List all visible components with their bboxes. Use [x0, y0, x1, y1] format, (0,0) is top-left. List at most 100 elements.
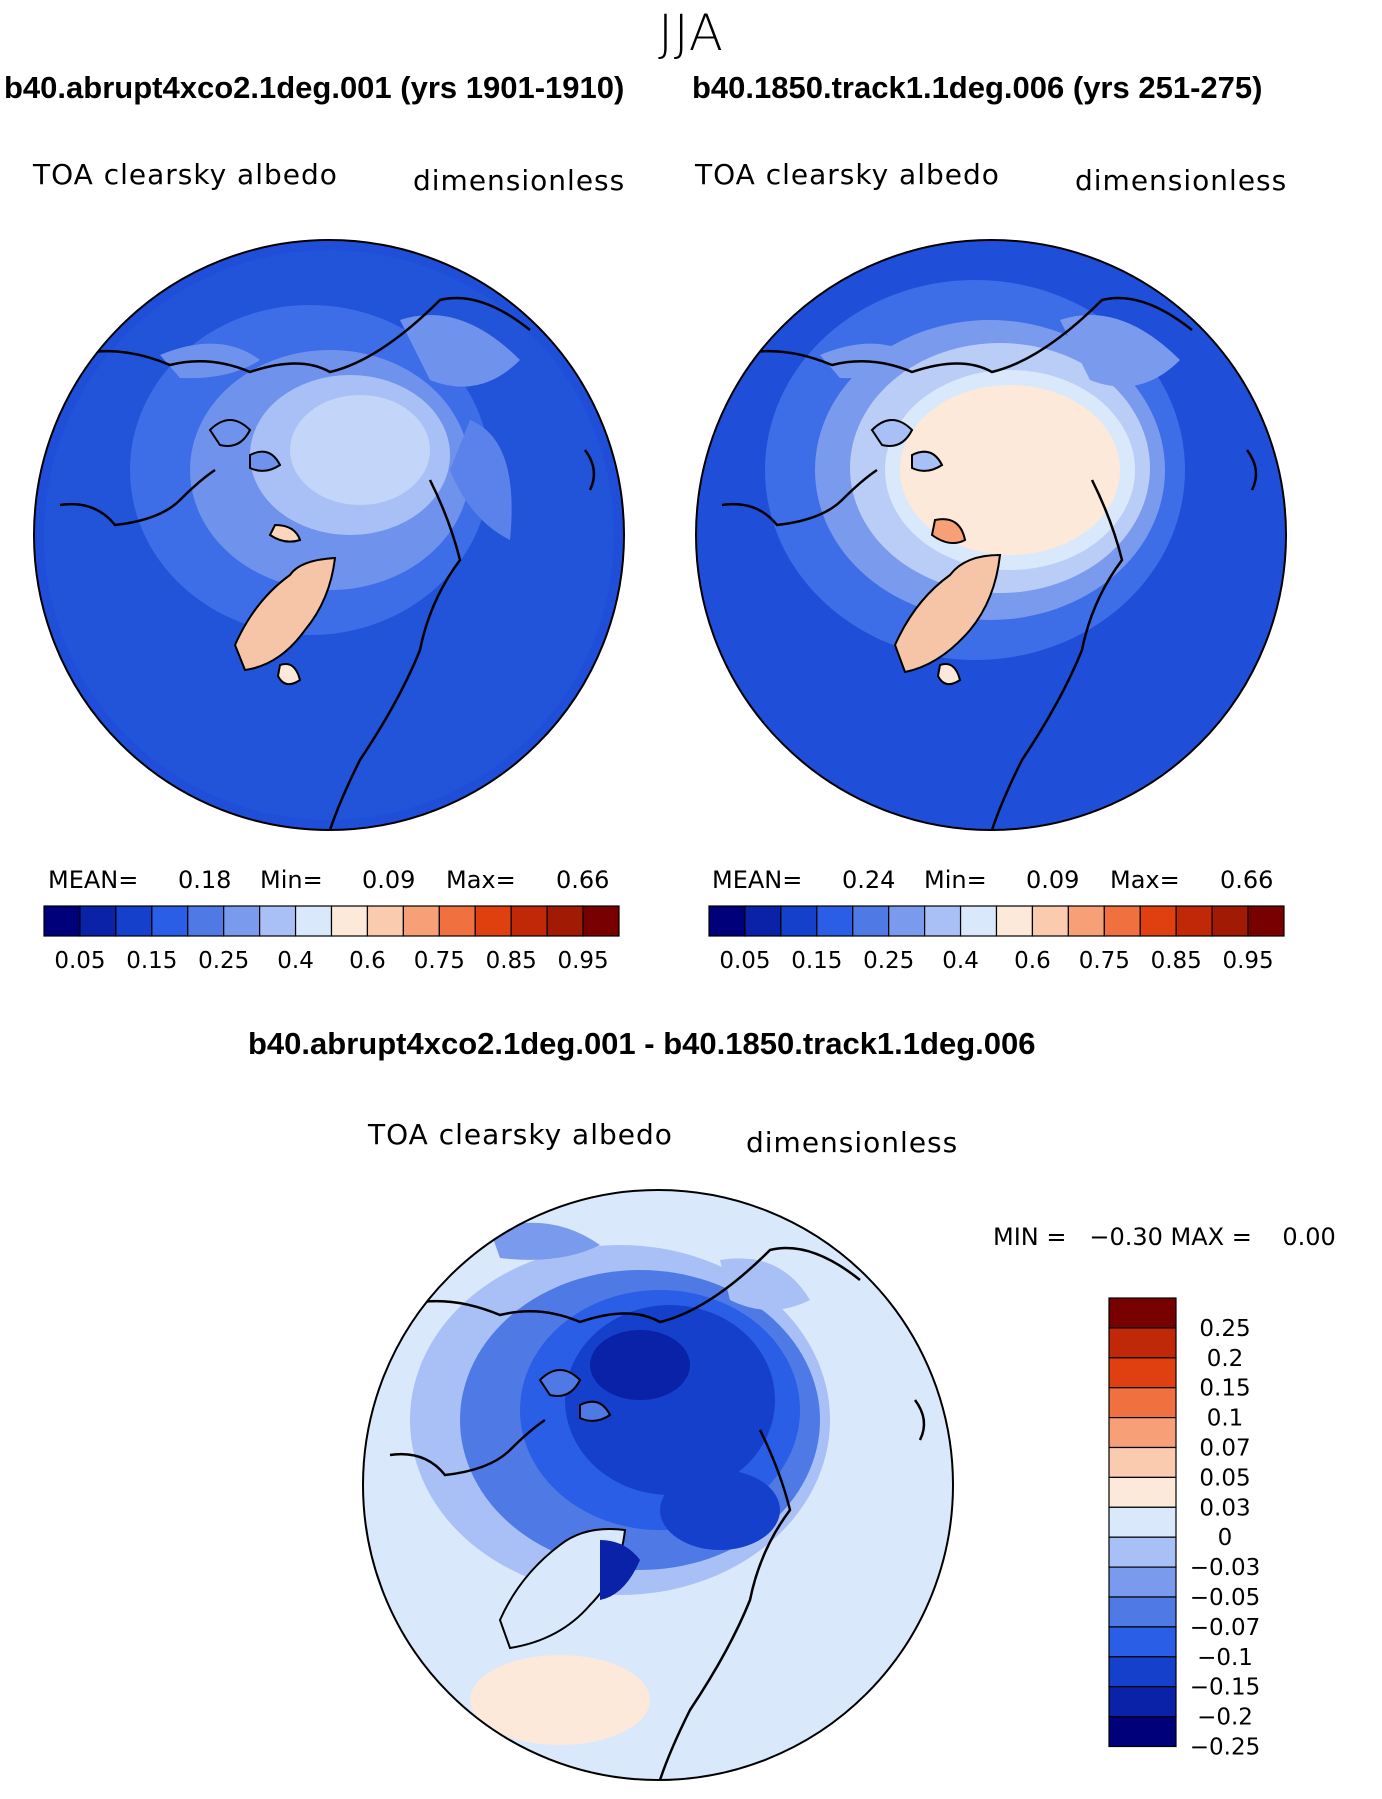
cb3-tick-label-4: 0.07: [1199, 1436, 1250, 1462]
cb3-swatch-7: [1108, 1506, 1177, 1538]
cb3-tick-label-10: −0.07: [1190, 1615, 1260, 1641]
cb2-swatch-2: [780, 905, 818, 937]
colorbar-panel-2: 0.05 0.15 0.25 0.4 0.6 0.75 0.85 0.95: [708, 905, 1285, 974]
panel2-min-label: Min=: [924, 866, 987, 894]
cb1-tick-label-0: 0.05: [54, 948, 105, 974]
diff-variable-label: TOA clearsky albedo: [368, 1118, 673, 1151]
cb1-swatch-8: [330, 905, 369, 937]
map1-boundary: [33, 239, 625, 831]
map3-boundary: [362, 1189, 954, 1781]
cb2-swatch-4: [852, 905, 890, 937]
cb3-tick-label-13: −0.2: [1197, 1705, 1253, 1731]
cb1-swatch-1: [79, 905, 117, 937]
cb1-swatch-14: [546, 905, 584, 937]
cb1-tick-label-7: 0.95: [557, 948, 608, 974]
cb1-swatch-0: [43, 905, 81, 937]
map2-greenland: [893, 553, 1002, 674]
cb3-tick-label-11: −0.1: [1197, 1645, 1253, 1671]
panel2-min-value: 0.09: [1026, 866, 1080, 894]
cb3-tick-label-8: −0.03: [1190, 1555, 1260, 1581]
cb2-swatch-11: [1103, 905, 1141, 937]
cb1-tick-label-5: 0.75: [414, 948, 465, 974]
cb1-swatch-12: [474, 905, 512, 937]
cb3-swatch-9: [1108, 1566, 1177, 1598]
cb3-swatch-4: [1108, 1416, 1177, 1449]
panel2-case-title: b40.1850.track1.1deg.006 (yrs 251-275): [692, 70, 1263, 105]
cb3-swatch-11: [1108, 1626, 1177, 1658]
cb2-swatch-9: [1031, 905, 1069, 937]
cb3-tick-label-2: 0.15: [1199, 1376, 1250, 1402]
season-title: JJA: [658, 4, 724, 62]
cb2-tick-label-2: 0.25: [863, 948, 914, 974]
cb3-tick-label-12: −0.15: [1190, 1675, 1260, 1701]
map-panel-1: [34, 240, 624, 830]
map2-arctic-ocean: [900, 385, 1120, 555]
cb1-swatch-4: [187, 905, 225, 937]
cb3-swatch-10: [1108, 1596, 1177, 1628]
cb1-tick-label-4: 0.6: [349, 948, 386, 974]
diff-min-max-stats: MIN = −0.30 MAX = 0.00: [993, 1223, 1336, 1251]
cb2-swatch-1: [744, 905, 782, 937]
panel2-mean-value: 0.24: [842, 866, 896, 894]
panel2-units-label: dimensionless: [1075, 164, 1288, 197]
panel1-max-value: 0.66: [556, 866, 610, 894]
cb2-swatch-8: [995, 905, 1034, 937]
cb3-swatch-1: [1108, 1327, 1177, 1359]
cb1-swatch-2: [115, 905, 153, 937]
diff-case-title: b40.abrupt4xco2.1deg.001 - b40.1850.trac…: [248, 1026, 1036, 1061]
panel1-mean-value: 0.18: [178, 866, 232, 894]
cb3-swatch-13: [1108, 1686, 1177, 1718]
map3-greenland: [498, 1528, 627, 1650]
cb1-tick-label-1: 0.15: [126, 948, 177, 974]
cb3-swatch-3: [1108, 1387, 1177, 1419]
cb1-swatch-15: [582, 905, 620, 937]
panel1-max-label: Max=: [446, 866, 516, 894]
cb2-swatch-13: [1175, 905, 1213, 937]
cb2-swatch-0: [708, 905, 746, 937]
panel1-case-title: b40.abrupt4xco2.1deg.001 (yrs 1901-1910): [4, 70, 625, 105]
cb3-tick-label-0: 0.25: [1199, 1316, 1250, 1342]
map1-greenland: [233, 556, 337, 672]
colorbar-panel-1: 0.05 0.15 0.25 0.4 0.6 0.75 0.85 0.95: [43, 905, 620, 974]
cb1-swatch-11: [438, 905, 476, 937]
cb2-tick-label-1: 0.15: [791, 948, 842, 974]
cb1-swatch-6: [259, 905, 297, 937]
cb2-swatch-3: [816, 905, 854, 937]
cb2-swatch-5: [888, 905, 926, 937]
panel1-min-label: Min=: [260, 866, 323, 894]
cb3-tick-label-7: 0: [1218, 1525, 1233, 1551]
cb2-tick-label-0: 0.05: [719, 948, 770, 974]
cb1-tick-label-6: 0.85: [486, 948, 537, 974]
cb3-swatch-2: [1108, 1357, 1177, 1389]
cb3-swatch-0: [1108, 1297, 1177, 1329]
panel2-max-label: Max=: [1110, 866, 1180, 894]
cb1-swatch-10: [402, 905, 440, 937]
map-panel-2: [696, 240, 1286, 830]
cb3-tick-label-14: −0.25: [1190, 1735, 1260, 1761]
map3-arctic-ocean-loss: [565, 1305, 775, 1495]
cb3-swatch-8: [1108, 1536, 1177, 1568]
panel1-variable-label: TOA clearsky albedo: [33, 158, 338, 191]
cb2-swatch-7: [959, 905, 998, 937]
panel2-max-value: 0.66: [1220, 866, 1274, 894]
cb1-swatch-3: [151, 905, 189, 937]
panel1-mean-label: MEAN=: [48, 866, 139, 894]
panel1-units-label: dimensionless: [413, 164, 626, 197]
cb3-swatch-14: [1108, 1715, 1177, 1748]
cb3-swatch-12: [1108, 1656, 1177, 1688]
cb2-tick-label-4: 0.6: [1014, 948, 1051, 974]
cb3-tick-label-3: 0.1: [1207, 1406, 1244, 1432]
panel2-variable-label: TOA clearsky albedo: [695, 158, 1000, 191]
cb3-tick-label-6: 0.03: [1199, 1495, 1250, 1521]
cb3-swatch-6: [1108, 1476, 1177, 1508]
map-panel-diff: [363, 1190, 953, 1780]
cb2-tick-label-7: 0.95: [1222, 948, 1273, 974]
panel2-mean-label: MEAN=: [712, 866, 803, 894]
cb2-swatch-15: [1247, 905, 1285, 937]
cb3-swatch-5: [1108, 1446, 1177, 1478]
cb1-swatch-9: [366, 905, 404, 937]
cb3-tick-label-5: 0.05: [1199, 1465, 1250, 1491]
cb2-swatch-10: [1067, 905, 1105, 937]
cb1-swatch-7: [294, 905, 333, 937]
